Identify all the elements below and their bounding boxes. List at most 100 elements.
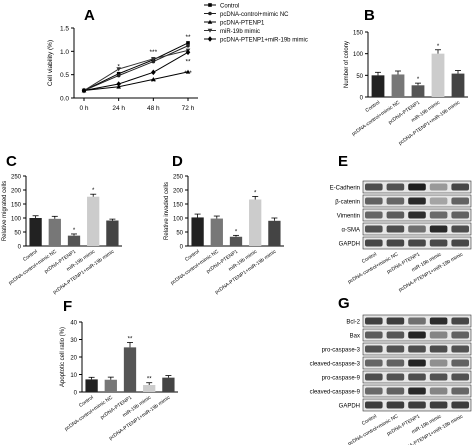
bar (229, 236, 243, 246)
y-tick-label: 200 (173, 189, 184, 195)
blot-band (386, 183, 405, 191)
blot-band (386, 239, 405, 247)
y-axis-label: Cell viability (%) (47, 40, 54, 86)
panel-letter-c: C (6, 153, 17, 170)
blot-band (408, 211, 426, 219)
blot-band (365, 387, 383, 395)
bar (104, 379, 117, 392)
blot-band (429, 387, 448, 395)
legend-marker (207, 36, 213, 42)
y-tick-label: 150 (353, 31, 364, 37)
blot-band (429, 317, 448, 325)
western-blot: E-Cadherinβ-cateninVimentinα-SMAGAPDHCon… (330, 180, 472, 293)
bar (391, 74, 405, 97)
y-tick-label: 100 (11, 217, 22, 223)
bar (162, 377, 175, 392)
panel-letter-g: G (338, 295, 350, 312)
blot-band (386, 331, 405, 339)
blot-band (365, 359, 383, 367)
y-tick-label: 0 (18, 245, 22, 251)
legend-marker (208, 11, 212, 16)
y-axis-label: Relative invaded cells (164, 182, 170, 240)
blot-row-label: Vimentin (337, 214, 360, 220)
y-tick-label: 0.5 (60, 72, 69, 79)
blot-row-label: Bax (350, 334, 360, 340)
panel-letter-e: E (338, 153, 348, 170)
blot-band (451, 211, 469, 219)
y-tick-label: 40 (70, 321, 77, 327)
blot-band (386, 345, 405, 353)
significance-mark: * (254, 190, 257, 196)
data-point (151, 69, 156, 76)
bar (29, 218, 42, 246)
blot-band (408, 401, 426, 409)
x-tick-label: 72 h (182, 105, 195, 112)
y-tick-label: 150 (11, 203, 22, 209)
series-line (83, 42, 189, 91)
data-point (81, 87, 87, 94)
bar (451, 73, 465, 97)
x-tick-label: 0 h (79, 105, 88, 112)
blot-band (386, 359, 405, 367)
bar (67, 235, 81, 246)
blot-band (365, 211, 383, 219)
blot-band (408, 345, 426, 353)
y-tick-label: 1.0 (60, 49, 69, 56)
blot-band (408, 373, 426, 381)
blot-row-label: β-catenin (335, 200, 360, 206)
significance-mark: ** (185, 34, 191, 41)
significance-mark: * (117, 64, 120, 71)
y-tick-label: 100 (173, 217, 184, 223)
blot-band (451, 359, 469, 367)
blot-band (365, 317, 383, 325)
blot-band (365, 183, 383, 191)
y-tick-label: 50 (14, 231, 21, 237)
x-tick-label: 24 h (112, 105, 125, 112)
blot-band (451, 317, 469, 325)
bar (210, 218, 223, 246)
y-tick-label: 200 (11, 189, 22, 195)
blot-band (365, 225, 383, 233)
blot-band (451, 401, 469, 409)
blot-band (386, 387, 405, 395)
y-tick-label: 10 (70, 373, 77, 379)
significance-mark: * (92, 188, 95, 194)
blot-band (408, 387, 426, 395)
bar (143, 385, 156, 392)
blot-band (365, 373, 383, 381)
blot-row-label: E-Cadherin (330, 186, 360, 192)
significance-mark: * (417, 77, 420, 83)
blot-band (451, 345, 469, 353)
y-tick-label: 100 (353, 52, 364, 58)
x-tick-label: 48 h (147, 105, 160, 112)
series-group (81, 69, 191, 93)
blot-band (429, 331, 448, 339)
blot-band (408, 225, 426, 233)
bar (371, 75, 385, 97)
blot-band (408, 359, 426, 367)
bar (87, 196, 100, 246)
significance-mark: ** (151, 79, 157, 86)
legend-marker (207, 28, 213, 33)
series-line (83, 49, 189, 91)
significance-mark: * (437, 44, 440, 50)
bar (123, 347, 137, 392)
legend-label: Control (220, 4, 239, 10)
y-tick-label: 250 (11, 175, 22, 181)
blot-band (408, 317, 426, 325)
panel-letter-b: B (364, 7, 375, 24)
blot-row-label: cleaved-caspase-3 (310, 362, 361, 368)
data-point (186, 43, 190, 48)
y-tick-label: 50 (176, 231, 183, 237)
charts-layer: 0.0 0.5 1.0 1.5 0 h 24 h 48 h 72 h Cell viabilit… (2, 3, 472, 445)
blot-row-label: α-SMA (342, 228, 360, 234)
y-tick-label: 30 (70, 338, 77, 344)
y-tick-label: 150 (173, 203, 184, 209)
blot-band (451, 239, 469, 247)
blot-band (429, 197, 448, 205)
blot-row-label: cleaved-caspase-9 (310, 390, 361, 396)
blot-band (429, 359, 448, 367)
